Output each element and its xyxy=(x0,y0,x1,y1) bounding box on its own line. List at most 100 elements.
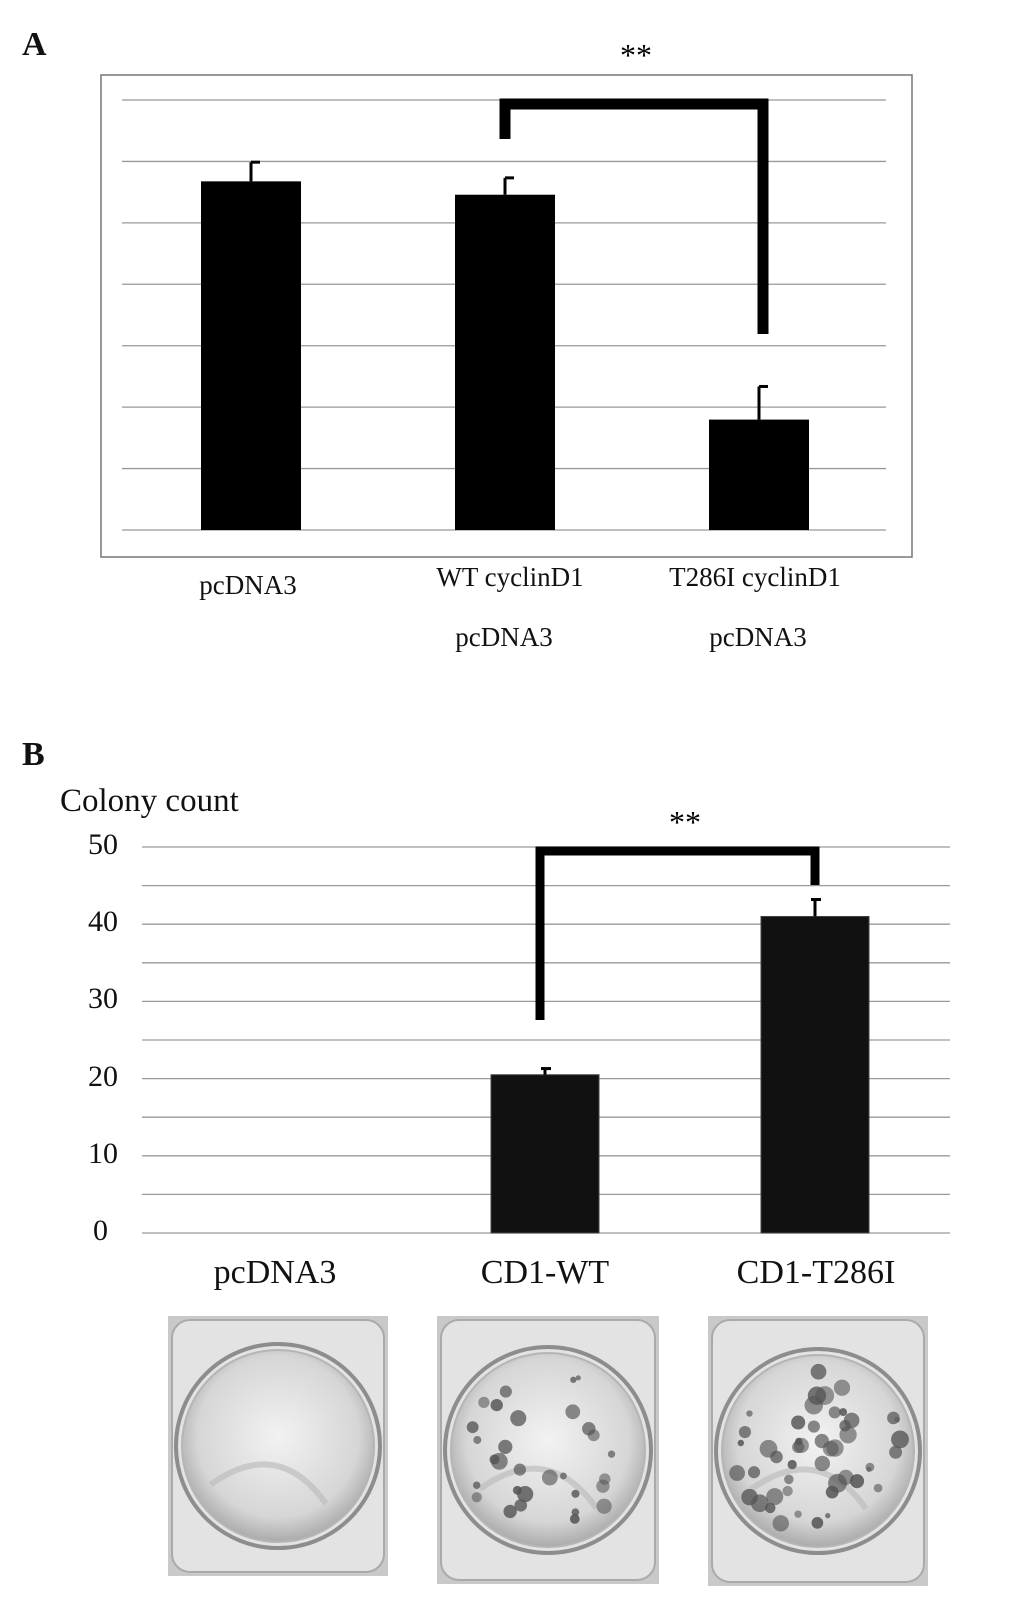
colony-dot xyxy=(587,1429,600,1442)
chart-b-significance-bracket xyxy=(535,846,820,1020)
chart-b-y-tick: 40 xyxy=(88,905,118,938)
colony-dot xyxy=(759,1439,778,1458)
chart-a-category-1-line-1: pcDNA3 xyxy=(199,570,297,600)
dish-rim xyxy=(174,1342,382,1550)
colony-dot xyxy=(811,1516,824,1529)
colony-dot xyxy=(794,1510,802,1518)
dish-rim xyxy=(443,1345,653,1555)
colony-dot xyxy=(815,1386,835,1405)
chart-a-bar-2 xyxy=(455,194,555,530)
colony-dot xyxy=(784,1474,794,1485)
dish-reflection xyxy=(209,1461,329,1506)
dish-surface xyxy=(181,1349,375,1543)
chart-b-y-tick: 20 xyxy=(88,1060,118,1093)
chart-b-y-tick: 0 xyxy=(93,1214,108,1247)
chart-a-bar-3 xyxy=(709,419,809,530)
colony-dot xyxy=(513,1463,526,1476)
colony-dot xyxy=(843,1412,860,1429)
chart-a: ** xyxy=(100,37,913,558)
colony-dot xyxy=(498,1439,513,1454)
dish-reflection xyxy=(749,1466,869,1511)
chart-b-significance-label: ** xyxy=(669,804,701,840)
colony-dot xyxy=(772,1515,789,1532)
colony-dot xyxy=(596,1498,612,1514)
colony-dot xyxy=(737,1439,745,1447)
colony-dot xyxy=(478,1396,490,1409)
colony-dot xyxy=(541,1469,558,1486)
colony-dot xyxy=(891,1430,909,1449)
colony-dot xyxy=(729,1465,745,1481)
colony-dot xyxy=(471,1492,482,1503)
colony-dot xyxy=(825,1513,831,1519)
colony-dot xyxy=(570,1376,577,1383)
colony-dot xyxy=(514,1499,528,1512)
colony-dot xyxy=(873,1483,883,1493)
colony-dot xyxy=(746,1410,753,1417)
colony-dot xyxy=(814,1455,831,1472)
petri-dish-image-cd1-wt xyxy=(437,1316,659,1584)
colony-dot xyxy=(490,1398,503,1412)
colony-dot xyxy=(466,1421,479,1434)
chart-a-category-2-line-2: pcDNA3 xyxy=(455,622,553,652)
chart-a-frame xyxy=(100,74,913,558)
colony-dot xyxy=(810,1363,827,1380)
chart-a-significance-bracket xyxy=(499,98,769,334)
chart-b-y-tick: 30 xyxy=(88,982,118,1015)
colony-dot xyxy=(490,1452,508,1470)
colony-dot xyxy=(473,1435,482,1444)
colony-dot xyxy=(571,1508,580,1517)
colony-dot xyxy=(517,1486,534,1503)
petri-dish-image-pcdna3 xyxy=(168,1316,388,1576)
colony-dot xyxy=(791,1415,806,1430)
colony-dot xyxy=(787,1459,797,1470)
colony-dot xyxy=(849,1474,865,1489)
colony-dot xyxy=(889,1445,903,1459)
chart-b-bar-2 xyxy=(490,1074,600,1234)
panel-a-label: A xyxy=(22,26,47,63)
colony-dot xyxy=(472,1481,481,1489)
colony-dot xyxy=(766,1488,784,1506)
colony-dot xyxy=(782,1485,793,1497)
colony-dot xyxy=(833,1379,851,1396)
colony-dot xyxy=(607,1450,616,1458)
chart-b-category-2: CD1-WT xyxy=(480,1254,610,1291)
colony-dot xyxy=(503,1504,517,1519)
chart-b-y-tick: 10 xyxy=(88,1137,118,1170)
chart-b-category-3: CD1-T286I xyxy=(736,1254,896,1291)
chart-b-y-tick: 50 xyxy=(88,828,118,861)
chart-a-category-2-line-1: WT cyclinD1 xyxy=(436,562,584,592)
chart-a-category-3-line-1: T286I cyclinD1 xyxy=(669,562,841,592)
chart-a-bar-1 xyxy=(201,181,301,530)
colony-dot xyxy=(828,1473,847,1493)
colony-dot xyxy=(839,1408,848,1417)
colony-dot xyxy=(887,1411,900,1425)
colony-dot xyxy=(560,1472,567,1480)
colony-dot xyxy=(866,1466,872,1472)
chart-a-category-3-line-2: pcDNA3 xyxy=(709,622,807,652)
colony-dot xyxy=(750,1494,769,1513)
colony-dot xyxy=(828,1406,841,1419)
colony-dot xyxy=(596,1479,610,1493)
dish-reflection xyxy=(478,1465,599,1510)
panel-b-label: B xyxy=(22,736,45,773)
colony-dot xyxy=(807,1420,820,1433)
colony-dot xyxy=(839,1426,857,1444)
chart-b-category-1: pcDNA3 xyxy=(213,1254,337,1291)
colony-dot xyxy=(499,1385,512,1398)
colony-dot xyxy=(565,1404,581,1420)
petri-dish-image-cd1-t286i xyxy=(708,1316,928,1586)
dish-rim xyxy=(714,1347,922,1555)
colony-dot xyxy=(793,1437,809,1453)
chart-b-bar-3 xyxy=(760,915,870,1234)
colony-dot xyxy=(569,1514,580,1524)
dish-surface xyxy=(450,1352,646,1548)
chart-b-y-axis-label: Colony count xyxy=(60,783,239,819)
colony-dot xyxy=(747,1466,761,1479)
colony-dot xyxy=(822,1440,839,1457)
colony-dot xyxy=(571,1489,580,1498)
chart-a-significance-label: ** xyxy=(620,37,652,73)
colony-dot xyxy=(510,1410,527,1427)
colony-dot xyxy=(738,1425,752,1439)
colony-dot xyxy=(575,1375,581,1381)
